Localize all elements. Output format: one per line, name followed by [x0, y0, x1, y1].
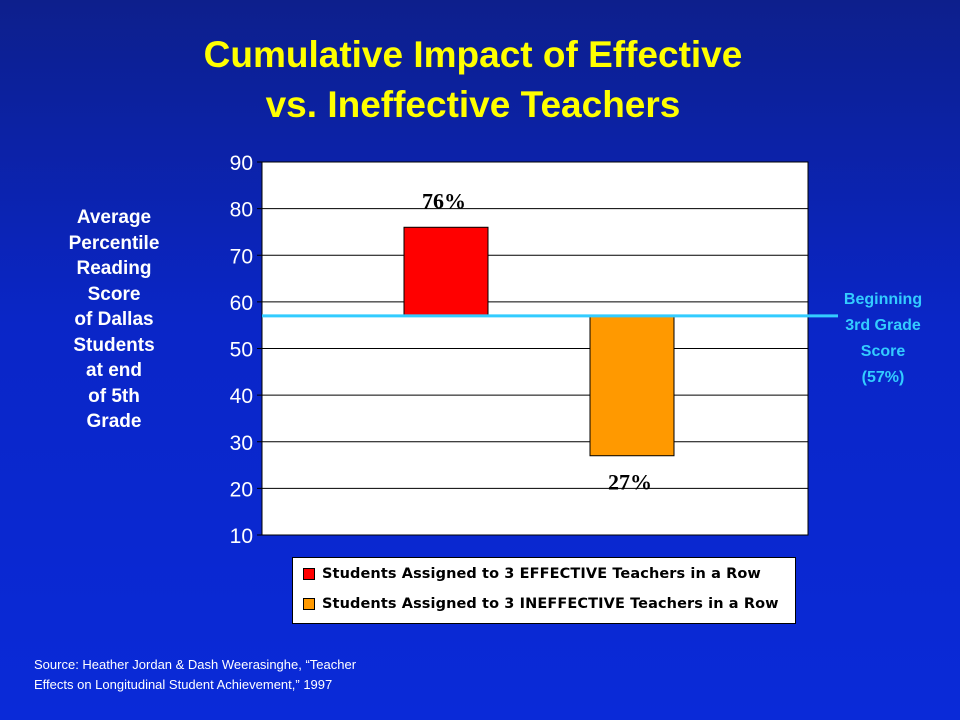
y-axis-title-line: Score	[87, 283, 141, 305]
y-axis-title: Average Percentile Reading Score of Dall…	[44, 205, 184, 435]
source-line: Effects on Longitudinal Student Achievem…	[34, 677, 333, 692]
title-line-1: Cumulative Impact of Effective	[203, 34, 743, 75]
gridlines	[262, 208, 808, 489]
bar-ineffective	[589, 315, 675, 457]
y-axis-title-line: Grade	[86, 411, 142, 432]
legend-item-effective: Students Assigned to 3 EFFECTIVE Teacher…	[303, 566, 761, 582]
y-tick-label: 40	[230, 385, 253, 408]
y-axis-title-line: Average	[76, 207, 152, 228]
reference-line-label: Beginning 3rd Grade Score (57%)	[818, 287, 948, 391]
y-axis-title-line: Students	[73, 334, 155, 356]
y-tick-label: 80	[230, 199, 253, 222]
legend-label-ineffective: Students Assigned to 3 INEFFECTIVE Teach…	[322, 596, 779, 612]
source-citation: Source: Heather Jordan & Dash Weerasingh…	[34, 655, 474, 695]
reference-label-line: Score	[860, 343, 906, 360]
source-line: Source: Heather Jordan & Dash Weerasingh…	[34, 657, 357, 672]
y-axis-ticks: 10 20 30 40 50 60 70 80 90	[230, 152, 262, 548]
data-label-ineffective: 27%	[608, 470, 652, 495]
reference-label-line: (57%)	[861, 369, 905, 386]
y-axis-title-line: Reading	[76, 258, 152, 279]
y-tick-label: 30	[230, 432, 253, 455]
data-labels: 76% 27%	[422, 188, 652, 494]
y-tick-label: 50	[230, 339, 253, 362]
y-tick-label: 90	[230, 152, 253, 175]
legend-label-effective: Students Assigned to 3 EFFECTIVE Teacher…	[322, 566, 761, 582]
y-axis-title-line: at end	[86, 360, 142, 381]
legend-swatch-effective	[303, 568, 315, 580]
slide-title: Cumulative Impact of Effective vs. Ineff…	[0, 30, 946, 130]
y-axis-title-line: of 5th	[88, 385, 140, 407]
bars	[403, 226, 675, 457]
y-axis-title-line: of Dallas	[74, 309, 154, 330]
legend-item-ineffective: Students Assigned to 3 INEFFECTIVE Teach…	[303, 596, 779, 612]
reference-label-line: Beginning	[843, 291, 923, 308]
y-tick-label: 60	[230, 292, 253, 315]
chart-legend: Students Assigned to 3 EFFECTIVE Teacher…	[292, 557, 796, 624]
y-tick-label: 10	[230, 525, 253, 548]
y-axis-title-line: Percentile	[68, 232, 160, 254]
title-line-2: vs. Ineffective Teachers	[265, 84, 681, 125]
data-label-effective: 76%	[422, 188, 466, 213]
reference-label-line: 3rd Grade	[845, 317, 921, 334]
legend-swatch-ineffective	[303, 598, 315, 610]
y-tick-label: 70	[230, 245, 253, 268]
bar-effective	[403, 226, 489, 317]
y-tick-label: 20	[230, 478, 253, 501]
